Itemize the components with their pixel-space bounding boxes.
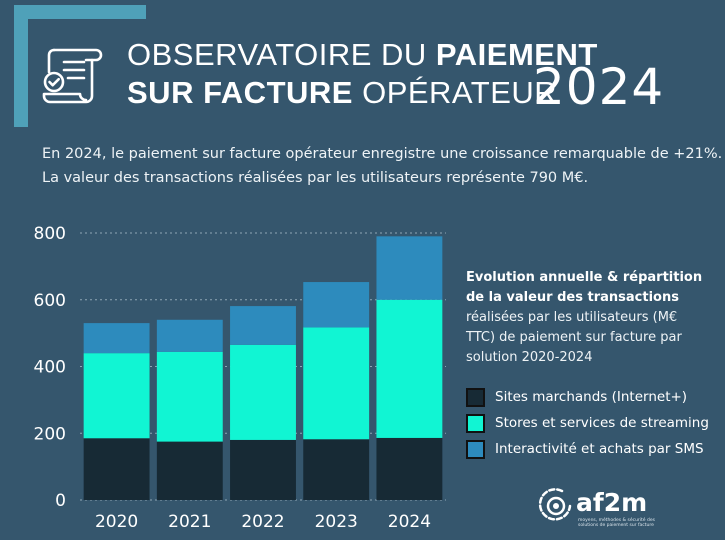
legend-description-bold: Evolution annuelle & répartition de la v… (466, 270, 703, 305)
bar-segment (230, 344, 296, 440)
y-tick-label: 800 (34, 224, 66, 244)
af2m-logo-icon (538, 488, 572, 521)
bar-segment (83, 353, 150, 439)
intro-line-1: En 2024, le paiement sur facture opérate… (42, 146, 723, 162)
legend-label: Sites marchands (Internet+) (495, 389, 688, 405)
bar-segment (156, 351, 223, 442)
invoice-check-icon (42, 48, 103, 104)
legend-swatch (466, 387, 485, 407)
legend-swatch (466, 413, 485, 433)
x-tick-label: 2023 (315, 512, 358, 532)
legend: Evolution annuelle & répartition de la v… (466, 268, 709, 464)
bar-segment (230, 306, 296, 345)
bar-segment (376, 437, 443, 500)
legend-item: Interactivité et achats par SMS (466, 438, 706, 460)
x-tick-label: 2021 (168, 512, 211, 532)
bar-segment (303, 282, 370, 328)
y-tick-label: 200 (34, 424, 66, 444)
legend-label: Stores et services de streaming (495, 415, 709, 431)
bar-segment (83, 323, 150, 354)
bar-segment (156, 441, 223, 500)
logo-name: af2m (576, 488, 648, 517)
bar-segment (156, 319, 223, 352)
bar-segment (376, 299, 443, 438)
y-tick-label: 0 (55, 491, 66, 511)
bar-segment (376, 236, 443, 300)
intro-line-2: La valeur des transactions réalisées par… (42, 170, 589, 186)
bar-segment (230, 439, 296, 500)
legend-description: Evolution annuelle & répartition de la v… (466, 268, 706, 368)
bar-segment (303, 327, 370, 440)
logo-tagline: moyens, méthodes & sécurité des solution… (578, 518, 655, 528)
page-title: OBSERVATOIRE DU PAIEMENT SUR FACTURE OPÉ… (127, 36, 598, 112)
title-line1-thin: OBSERVATOIRE DU (127, 37, 427, 72)
legend-item: Stores et services de streaming (466, 412, 709, 434)
y-tick-label: 600 (34, 291, 66, 311)
legend-swatch (466, 439, 485, 459)
x-tick-label: 2022 (241, 512, 284, 532)
legend-item: Sites marchands (Internet+) (466, 386, 706, 408)
stacked-bar-chart: 0 200 400 600 800 2020 2021 2022 2023 2024 (34, 224, 446, 532)
bar-segment (83, 438, 150, 500)
title-line1-bold: PAIEMENT (435, 37, 598, 72)
intro-text: En 2024, le paiement sur facture opérate… (42, 142, 723, 190)
x-tick-label: 2024 (388, 512, 431, 532)
title-line2-bold: SUR FACTURE (127, 75, 353, 110)
title-line2-thin: OPÉRATEUR (362, 75, 558, 110)
y-tick-label: 400 (34, 358, 66, 378)
bar-segment (303, 439, 370, 500)
af2m-logo: af2m moyens, méthodes & sécurité des sol… (538, 486, 658, 536)
legend-description-rest: réalisées par les utilisateurs (M€ TTC) … (466, 310, 682, 365)
legend-label: Interactivité et achats par SMS (495, 441, 704, 457)
decorative-corner-frame (14, 5, 146, 127)
report-year: 2024 (533, 58, 665, 116)
legend-items: Sites marchands (Internet+) Stores et ser… (466, 386, 709, 460)
x-tick-label: 2020 (95, 512, 138, 532)
